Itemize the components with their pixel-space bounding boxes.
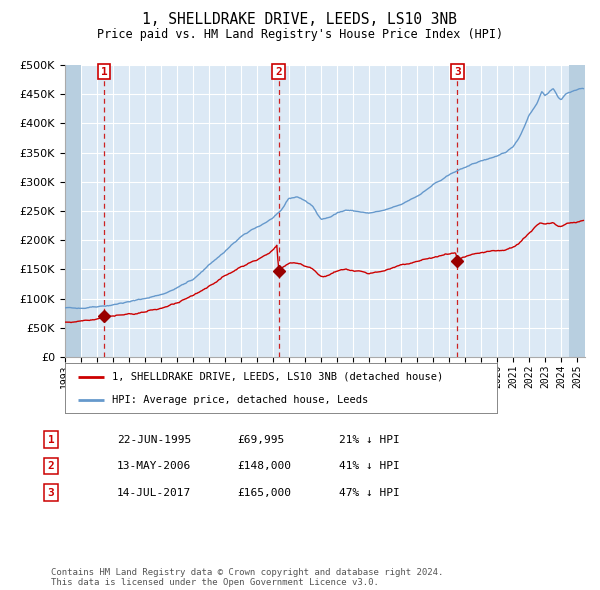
Text: 2: 2: [275, 67, 282, 77]
Text: 1, SHELLDRAKE DRIVE, LEEDS, LS10 3NB (detached house): 1, SHELLDRAKE DRIVE, LEEDS, LS10 3NB (de…: [112, 372, 443, 382]
Text: HPI: Average price, detached house, Leeds: HPI: Average price, detached house, Leed…: [112, 395, 368, 405]
Text: 1, SHELLDRAKE DRIVE, LEEDS, LS10 3NB: 1, SHELLDRAKE DRIVE, LEEDS, LS10 3NB: [143, 12, 458, 27]
Text: 22-JUN-1995: 22-JUN-1995: [117, 435, 191, 444]
Text: Contains HM Land Registry data © Crown copyright and database right 2024.: Contains HM Land Registry data © Crown c…: [51, 568, 443, 577]
Text: 21% ↓ HPI: 21% ↓ HPI: [339, 435, 400, 444]
Text: 1: 1: [47, 435, 55, 444]
Text: 41% ↓ HPI: 41% ↓ HPI: [339, 461, 400, 471]
Bar: [65, 65, 81, 357]
Text: 14-JUL-2017: 14-JUL-2017: [117, 488, 191, 497]
Text: £165,000: £165,000: [237, 488, 291, 497]
Text: Price paid vs. HM Land Registry's House Price Index (HPI): Price paid vs. HM Land Registry's House …: [97, 28, 503, 41]
Text: 3: 3: [454, 67, 461, 77]
Text: £69,995: £69,995: [237, 435, 284, 444]
Text: 1: 1: [101, 67, 108, 77]
Text: £148,000: £148,000: [237, 461, 291, 471]
Text: 47% ↓ HPI: 47% ↓ HPI: [339, 488, 400, 497]
Text: 2: 2: [47, 461, 55, 471]
Bar: [569, 65, 585, 357]
Text: This data is licensed under the Open Government Licence v3.0.: This data is licensed under the Open Gov…: [51, 578, 379, 587]
Text: 3: 3: [47, 488, 55, 497]
Text: 13-MAY-2006: 13-MAY-2006: [117, 461, 191, 471]
